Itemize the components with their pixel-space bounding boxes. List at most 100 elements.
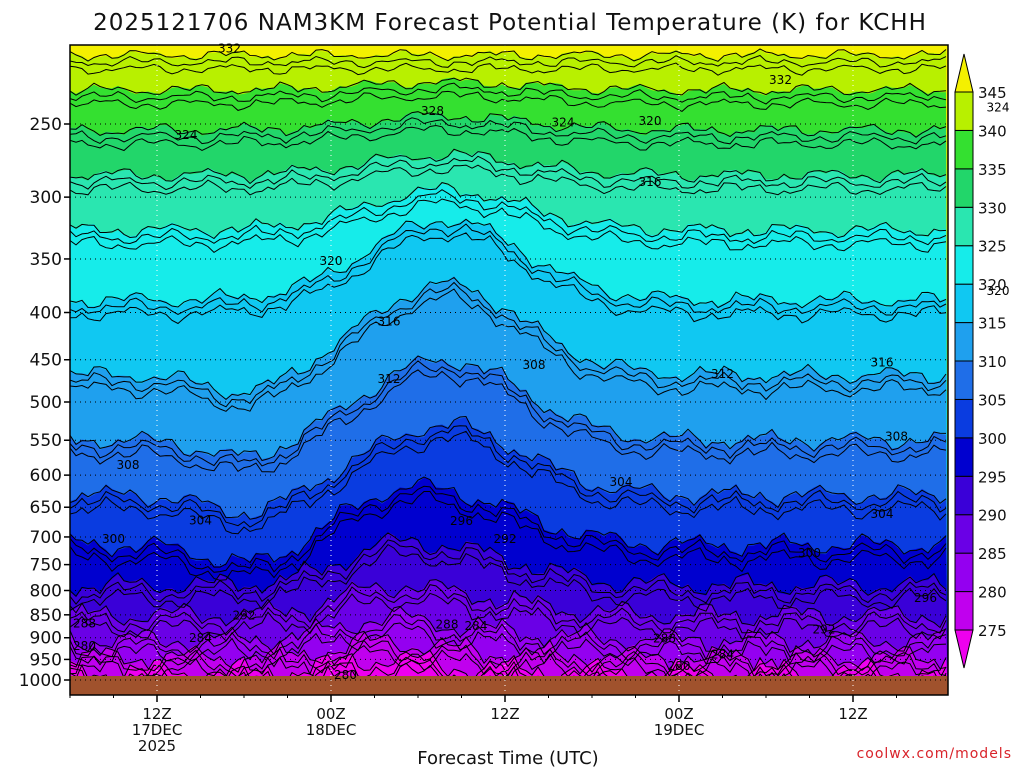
colorbar-swatch — [954, 437, 974, 477]
colorbar-swatch — [954, 360, 974, 400]
colorbar-label: 305 — [978, 391, 1007, 409]
isotherm-line — [70, 430, 947, 535]
y-tick-label: 800 — [30, 582, 62, 602]
colorbar-label: 295 — [978, 468, 1007, 486]
isotherm-label: 316 — [378, 314, 401, 328]
isotherm-line — [70, 360, 947, 467]
colorbar-label: 320 — [978, 276, 1007, 294]
isotherm-line — [70, 117, 947, 145]
isotherm-line — [70, 532, 947, 597]
x-tick-label: 12Z — [142, 705, 171, 723]
colorbar: 275 280 285 290 295 300 305 310 315 320 325 330 335 3… — [954, 53, 1007, 669]
isotherm-label: 324 — [987, 101, 1010, 115]
isotherm-line — [70, 148, 947, 185]
isotherm-line — [70, 425, 947, 528]
x-tick-label: 17DEC — [132, 721, 183, 739]
isotherm-label: 308 — [885, 430, 908, 444]
x-axis-label: Forecast Time (UTC) — [417, 748, 598, 768]
colorbar-swatch — [954, 168, 974, 208]
isotherm-lines — [70, 48, 947, 695]
isotherm-line — [70, 485, 947, 573]
colorbar-label: 285 — [978, 545, 1007, 563]
isotherm-line — [70, 288, 947, 412]
isotherm-line — [70, 77, 947, 97]
y-tick-label: 500 — [30, 393, 62, 413]
y-tick-label: 650 — [30, 498, 62, 518]
isotherm-line — [70, 111, 947, 138]
isotherm-line — [70, 622, 947, 668]
y-tick-label: 750 — [30, 556, 62, 576]
y-tick-label: 250 — [30, 115, 62, 135]
colorbar-label: 300 — [978, 430, 1007, 448]
y-tick-label: 350 — [30, 250, 62, 270]
isotherm-line — [70, 223, 947, 316]
isotherm-line — [70, 124, 947, 152]
x-tick-label: 12Z — [838, 705, 867, 723]
colorbar-label: 315 — [978, 315, 1007, 333]
isotherm-label: 296 — [914, 591, 937, 605]
isotherm-line — [70, 584, 947, 636]
colorbar-swatch — [954, 322, 974, 362]
colorbar-label: 340 — [978, 122, 1007, 140]
isotherm-line — [70, 198, 947, 254]
isotherm-label: 304 — [871, 507, 894, 521]
colorbar-swatch — [954, 129, 974, 170]
isotherm-line — [70, 543, 947, 614]
isotherm-line — [70, 613, 947, 661]
isotherm-label: 320 — [987, 284, 1010, 298]
isotherm-label: 332 — [769, 73, 792, 87]
colorbar-swatch — [954, 206, 974, 247]
isotherm-label: 292 — [494, 532, 517, 546]
y-tick-label: 1000 — [19, 671, 62, 691]
isotherm-label: 292 — [813, 623, 836, 637]
isotherm-label: 312 — [378, 372, 401, 386]
colorbar-swatch — [954, 283, 974, 324]
isotherm-label: 284 — [711, 647, 734, 661]
colorbar-label: 275 — [978, 622, 1007, 640]
colorbar-label: 330 — [978, 199, 1007, 217]
isotherm-label: 316 — [871, 355, 894, 369]
isotherm-label: 284 — [465, 619, 488, 633]
isotherm-line — [70, 90, 947, 112]
isotherm-line — [70, 276, 947, 401]
isotherm-label: 296 — [450, 514, 473, 528]
isotherm-line — [70, 476, 947, 568]
isotherm-line — [70, 164, 947, 196]
grid-lines — [70, 45, 948, 695]
colorbar-swatch — [954, 398, 974, 439]
colorbar-label: 310 — [978, 353, 1007, 371]
isotherm-label: 304 — [610, 475, 633, 489]
colorbar-label: 280 — [978, 584, 1007, 602]
x-tick-label: 12Z — [490, 705, 519, 723]
y-tick-label: 950 — [30, 650, 62, 670]
isotherm-line — [70, 369, 947, 473]
y-tick-label: 400 — [30, 304, 62, 324]
isotherm-label: 280 — [668, 659, 691, 673]
isotherm-labels: 3323323283243243243203163203203163163083… — [73, 41, 1009, 681]
isotherm-label: 304 — [189, 514, 212, 528]
isotherm-label: 308 — [523, 358, 546, 372]
isotherm-label: 324 — [175, 128, 198, 142]
isotherm-line — [70, 218, 947, 309]
isotherm-line — [70, 232, 947, 325]
colorbar-label: 335 — [978, 161, 1007, 179]
x-tick-label: 00Z — [664, 705, 693, 723]
colorbar-label: 290 — [978, 507, 1007, 525]
isotherm-line — [70, 281, 947, 408]
y-tick-label: 850 — [30, 606, 62, 626]
isotherm-label: 332 — [218, 41, 241, 55]
colorbar-swatch — [954, 475, 974, 516]
isotherm-label: 280 — [73, 639, 96, 653]
isotherm-label: 288 — [653, 632, 676, 646]
isotherm-line — [70, 415, 947, 520]
isotherm-line — [70, 62, 947, 76]
isotherm-line — [70, 54, 947, 69]
isotherm-label: 316 — [639, 175, 662, 189]
isotherm-line — [70, 155, 947, 191]
colorbar-upper-arrow — [954, 53, 974, 93]
x-tick-label: 18DEC — [306, 721, 357, 739]
isotherm-line — [70, 592, 947, 642]
y-tick-label: 450 — [30, 351, 62, 371]
